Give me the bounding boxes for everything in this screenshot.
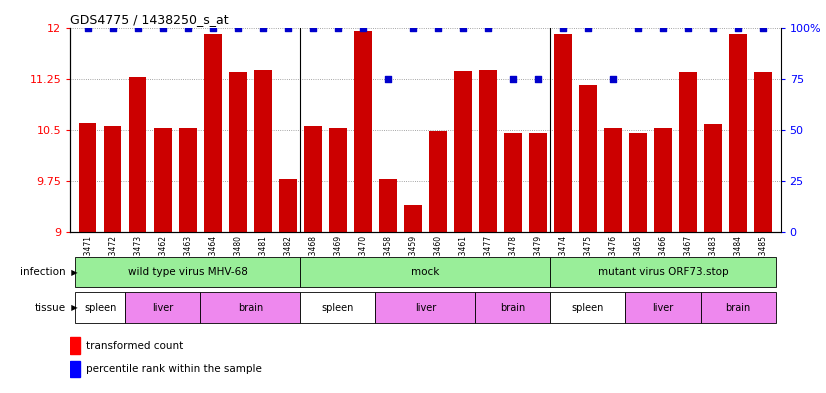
Bar [354, 31, 372, 232]
Bar [229, 72, 246, 232]
Bar [729, 34, 747, 232]
Bar [70, 361, 80, 377]
Point [181, 24, 194, 31]
Text: transformed count: transformed count [86, 341, 183, 351]
Point [506, 75, 520, 82]
Bar [404, 205, 421, 232]
Bar [301, 257, 550, 287]
Bar [654, 129, 672, 232]
Point [531, 75, 544, 82]
Text: liver: liver [653, 303, 674, 312]
Text: ▶: ▶ [66, 268, 78, 277]
Text: infection: infection [21, 267, 66, 277]
Bar [70, 337, 80, 354]
Bar [104, 126, 121, 232]
Bar [629, 133, 647, 232]
Text: GDS4775 / 1438250_s_at: GDS4775 / 1438250_s_at [70, 13, 229, 26]
Point [557, 24, 570, 31]
Point [281, 24, 294, 31]
Point [732, 24, 745, 31]
Bar [179, 129, 197, 232]
Bar [605, 129, 622, 232]
Bar [579, 85, 596, 232]
Point [131, 24, 145, 31]
Bar [301, 292, 375, 323]
Text: spleen: spleen [321, 303, 354, 312]
Text: ▶: ▶ [66, 303, 78, 312]
Point [306, 24, 320, 31]
Point [657, 24, 670, 31]
Bar [204, 34, 221, 232]
Bar [700, 292, 776, 323]
Text: mutant virus ORF73.stop: mutant virus ORF73.stop [598, 267, 729, 277]
Text: liver: liver [152, 303, 173, 312]
Bar [379, 179, 396, 232]
Bar [304, 126, 321, 232]
Point [106, 24, 119, 31]
Bar [550, 292, 625, 323]
Bar [75, 257, 301, 287]
Point [231, 24, 244, 31]
Bar [375, 292, 476, 323]
Bar [550, 257, 776, 287]
Bar [479, 70, 496, 232]
Point [431, 24, 444, 31]
Point [356, 24, 369, 31]
Text: wild type virus MHV-68: wild type virus MHV-68 [128, 267, 248, 277]
Bar [625, 292, 700, 323]
Point [681, 24, 695, 31]
Bar [554, 34, 572, 232]
Point [406, 24, 420, 31]
Point [382, 75, 395, 82]
Text: liver: liver [415, 303, 436, 312]
Text: spleen: spleen [84, 303, 116, 312]
Text: brain: brain [725, 303, 751, 312]
Text: brain: brain [501, 303, 525, 312]
Bar [705, 124, 722, 232]
Bar [279, 179, 297, 232]
Bar [504, 133, 522, 232]
Point [631, 24, 644, 31]
Point [331, 24, 344, 31]
Bar [254, 70, 272, 232]
Point [81, 24, 94, 31]
Bar [529, 133, 547, 232]
Point [156, 24, 169, 31]
Text: mock: mock [411, 267, 439, 277]
Text: percentile rank within the sample: percentile rank within the sample [86, 364, 262, 375]
Point [706, 24, 719, 31]
Bar [679, 72, 697, 232]
Bar [476, 292, 550, 323]
Bar [430, 131, 447, 232]
Bar [79, 123, 97, 232]
Text: spleen: spleen [572, 303, 604, 312]
Bar [154, 129, 172, 232]
Point [757, 24, 770, 31]
Point [582, 24, 595, 31]
Bar [129, 77, 146, 232]
Bar [454, 71, 472, 232]
Point [606, 75, 620, 82]
Bar [75, 292, 126, 323]
Point [256, 24, 269, 31]
Point [482, 24, 495, 31]
Point [456, 24, 469, 31]
Text: brain: brain [238, 303, 263, 312]
Text: tissue: tissue [35, 303, 66, 312]
Bar [754, 72, 771, 232]
Bar [200, 292, 301, 323]
Point [206, 24, 220, 31]
Bar [329, 129, 347, 232]
Bar [126, 292, 200, 323]
